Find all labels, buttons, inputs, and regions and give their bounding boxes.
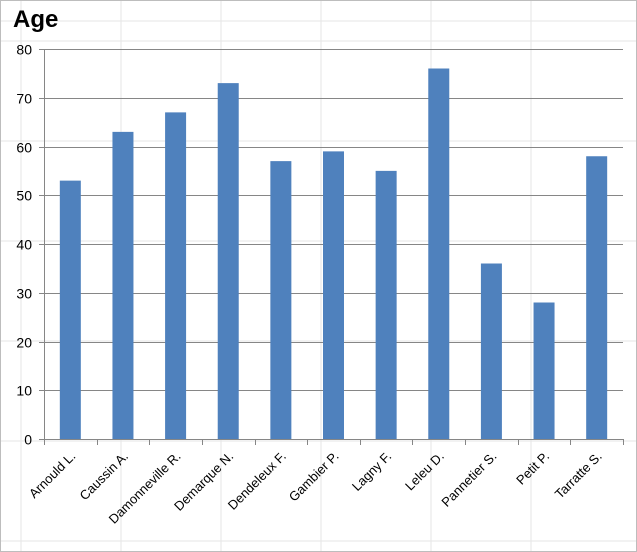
y-tick-label: 10 <box>16 383 32 399</box>
y-tick-label: 30 <box>16 286 32 302</box>
x-tick-labels: Arnould L.Caussin A.Damonneville R.Demar… <box>26 449 605 527</box>
bar <box>270 161 292 439</box>
y-tick-label: 0 <box>24 432 32 448</box>
y-tick-label: 20 <box>16 335 32 351</box>
x-tick-label: Tarratte S. <box>552 449 605 502</box>
bar <box>59 180 81 439</box>
x-tick-label: Petit P. <box>513 449 552 488</box>
x-tick-label: Leleu D. <box>402 449 447 494</box>
y-tick-label: 40 <box>16 237 32 253</box>
y-tick-label: 60 <box>16 140 32 156</box>
x-tick-label: Gambier P. <box>286 449 342 505</box>
bar <box>323 151 344 439</box>
x-tick-label: Lagny F. <box>349 449 394 494</box>
axes <box>39 49 624 445</box>
bar <box>480 263 502 439</box>
bar <box>375 170 397 439</box>
x-tick-label: Arnould L. <box>26 449 79 502</box>
chart-title: Age <box>13 6 59 33</box>
bars <box>59 68 608 439</box>
y-tick-label: 70 <box>16 91 32 107</box>
y-tick-labels: 0 10 20 30 40 50 60 70 80 <box>16 42 32 448</box>
bar <box>533 302 555 439</box>
y-tick-label: 50 <box>16 188 32 204</box>
bar <box>112 131 134 439</box>
bar <box>217 83 239 439</box>
bar <box>428 68 450 439</box>
bar <box>586 156 608 439</box>
x-tick-label: Caussin A. <box>77 449 132 504</box>
x-tick-label: Pannetier S. <box>438 449 499 510</box>
bar <box>165 112 187 439</box>
y-tick-label: 80 <box>16 42 32 58</box>
